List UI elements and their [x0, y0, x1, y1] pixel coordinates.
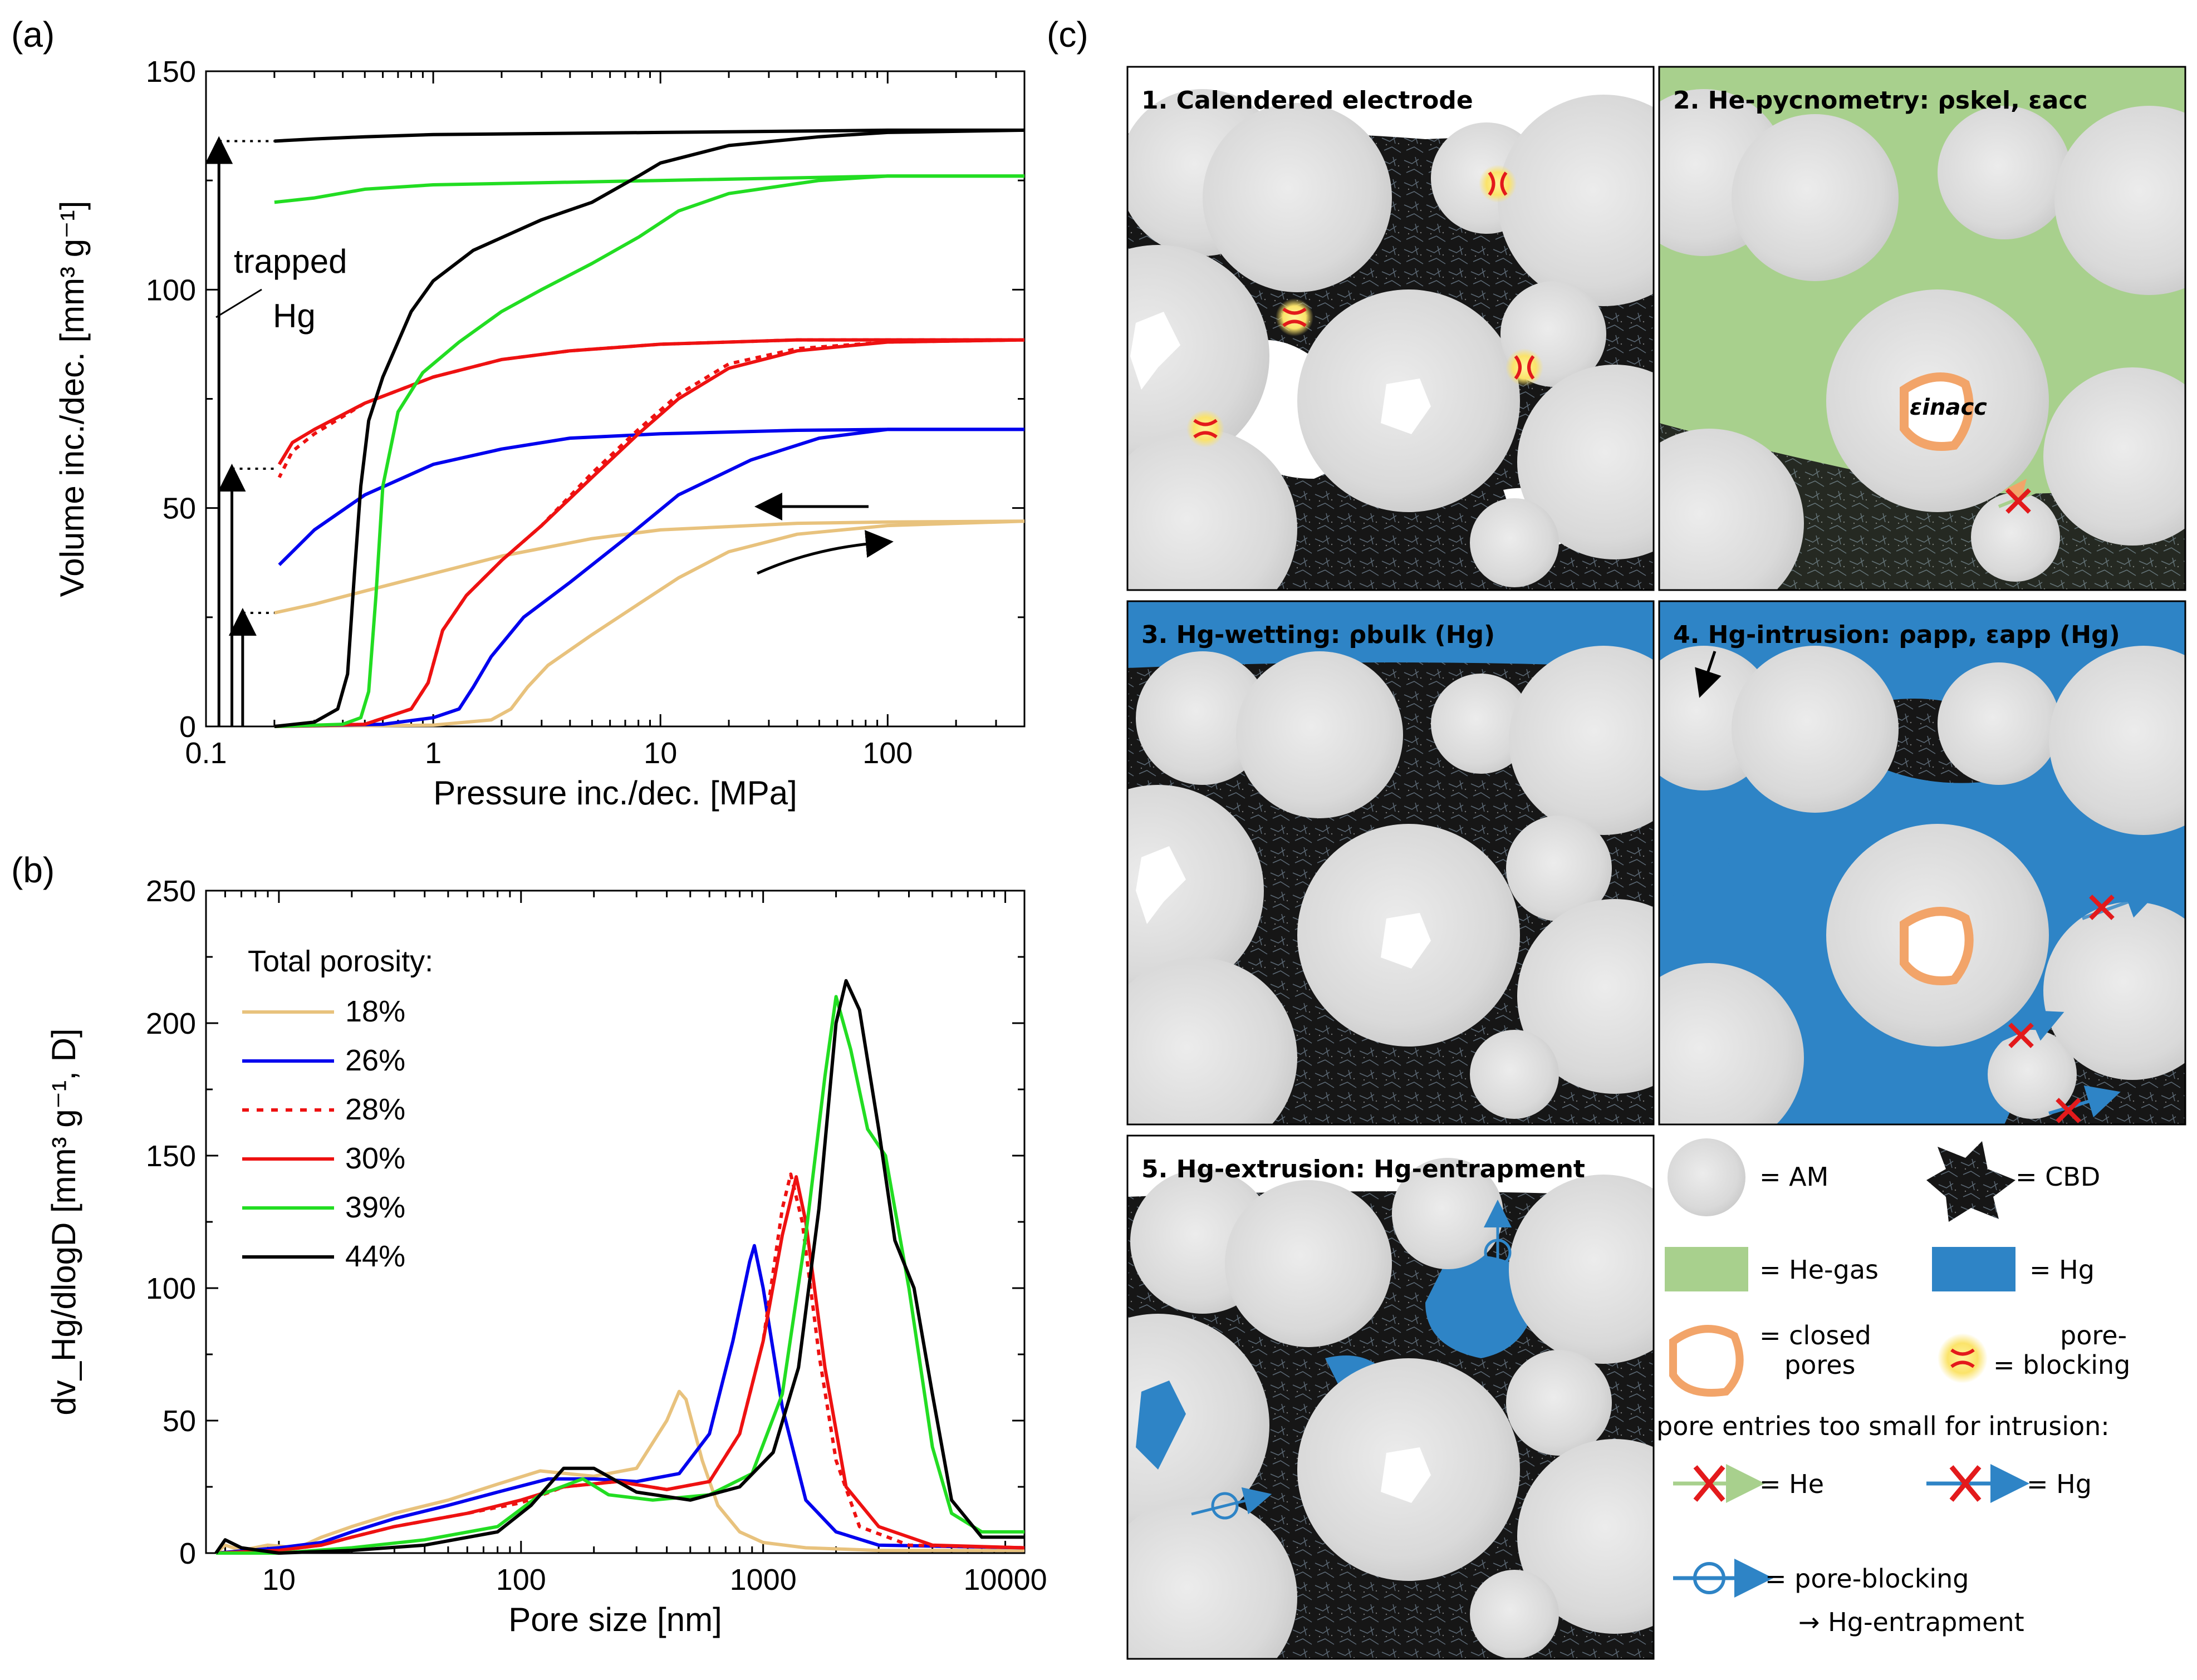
legend-hg: = Hg: [2029, 1255, 2095, 1285]
box-2-title: 2. He-pycnometry: ρskel, εacc: [1673, 86, 2087, 115]
legend-cbd: = CBD: [2015, 1162, 2100, 1192]
y-tick-label-a: 50: [163, 492, 196, 525]
legend-blocking-2: = blocking: [1993, 1350, 2130, 1380]
panel-b-label: (b): [11, 850, 55, 890]
panel-a-label: (a): [11, 14, 55, 55]
trapped-hg-label-2: Hg: [273, 297, 316, 335]
legend-entries: pore entries too small for intrusion:: [1656, 1411, 2110, 1441]
schematic-box-5: 5. Hg-extrusion: Hg-entrapment: [1126, 1134, 1655, 1660]
schematic-box-1: 1. Calendered electrode: [1126, 66, 1655, 591]
y-tick-label-a: 150: [146, 55, 196, 89]
legend-he-gas: = He-gas: [1759, 1255, 1879, 1285]
series-intrusion-a: [274, 338, 1025, 728]
box-5-title: 5. Hg-extrusion: Hg-entrapment: [1141, 1155, 1585, 1183]
legend-entry: 30%: [345, 1142, 405, 1175]
legend-entry: 28%: [345, 1093, 405, 1126]
hg-blocked-swatch: [1926, 1464, 2029, 1503]
trapped-hg-leader: [215, 288, 262, 318]
entrapment-icon-box5-a: [1484, 1200, 1512, 1280]
series-line-b: [215, 1244, 1025, 1555]
legend-am: = AM: [1759, 1162, 1828, 1192]
legend-entry: 26%: [345, 1044, 405, 1077]
plot-frame-a: [205, 70, 1026, 728]
legend-entry: 44%: [345, 1240, 405, 1273]
series-intrusion-a: [274, 128, 1025, 728]
box-3-title: 3. Hg-wetting: ρbulk (Hg): [1141, 621, 1495, 649]
closed-pores-swatch: [1669, 1325, 1744, 1397]
schematic-box-2: εinacc 2. He-pycnometry: ρskel, εacc: [1658, 66, 2186, 591]
schematic-box-4: 4. Hg-intrusion: ρapp, εapp (Hg): [1658, 600, 2186, 1126]
schematic-box-3: 3. Hg-wetting: ρbulk (Hg): [1126, 600, 1655, 1126]
epsilon-inacc-label: εinacc: [1910, 395, 1987, 420]
x-tick-label-a: 0.1: [185, 736, 227, 770]
y-tick-label-b: 0: [179, 1537, 196, 1570]
y-tick-label-b: 150: [146, 1139, 196, 1173]
y-tick-label-a: 100: [146, 273, 196, 307]
legend-he: = He: [1759, 1469, 1824, 1499]
series-intrusion-a: [274, 174, 1024, 728]
he-blocked-swatch: [1673, 1464, 1765, 1503]
hg-blocked-icon-box4-b: [1998, 1010, 2064, 1048]
series-line-b: [216, 995, 1024, 1555]
series-extrusion-a: [274, 174, 1024, 204]
y-axis-title-a: Volume inc./dec. [mm³ g⁻¹]: [53, 201, 91, 597]
plot-frame-b: [205, 890, 1026, 1554]
legend-entry: 39%: [345, 1191, 405, 1224]
y-tick-label-b: 250: [146, 875, 196, 908]
x-tick-label-a: 10: [644, 736, 677, 770]
series-extrusion-a: [274, 128, 1024, 143]
x-axis-title-a: Pressure inc./dec. [MPa]: [433, 774, 797, 812]
legend-title: Total porosity:: [248, 945, 433, 978]
he-blocked-icon-box2: [1998, 488, 2042, 514]
pore-blocking-entrapment-swatch: [1673, 1559, 1773, 1598]
cbd-swatch: [1926, 1141, 2015, 1222]
legend-entry: 18%: [345, 995, 405, 1028]
y-tick-label-b: 100: [146, 1272, 196, 1305]
series-extrusion-a: [278, 428, 1024, 566]
y-tick-label-a: 0: [179, 710, 196, 744]
series-extrusion-a: [274, 519, 1025, 615]
panel-c-label: (c): [1047, 14, 1088, 55]
series-intrusion-a: [274, 519, 1025, 728]
am-swatch: [1668, 1138, 1745, 1216]
legend-closed-1: = closed: [1759, 1320, 1871, 1350]
y-tick-label-b: 200: [146, 1007, 196, 1040]
chart-b: 10 100 1000 10000 0 50 100 150 200 250 Pore size […: [45, 875, 1047, 1638]
x-tick-label-a: 100: [862, 736, 913, 770]
y-axis-title-b: dv_Hg/dlogD [mm³ g⁻¹, D]: [45, 1028, 82, 1415]
legend-blocking-1: pore-: [2060, 1320, 2127, 1350]
hg-blocked-icon-box4-a: [2081, 886, 2160, 920]
hg-blocked-icon-box4-c: [2048, 1085, 2121, 1123]
entrapment-icon-box5-b: [1191, 1487, 1272, 1520]
schematic-legend: = AM = CBD = He-gas = Hg = closed pores …: [1656, 1138, 2130, 1637]
legend-closed-2: pores: [1784, 1350, 1856, 1380]
trapped-hg-label-1: trapped: [234, 243, 347, 280]
series-intrusion-a: [274, 338, 1025, 728]
series-extrusion-a: [277, 338, 1024, 479]
y-tick-label-b: 50: [163, 1404, 196, 1438]
x-tick-label-b: 10000: [963, 1563, 1047, 1597]
series-intrusion-a: [274, 428, 1024, 728]
intrusion-direction-arrow: [756, 530, 894, 575]
legend-entrap-2: → Hg-entrapment: [1798, 1607, 2024, 1637]
pore-blocking-swatch: [1938, 1333, 1988, 1383]
he-gas-swatch: [1665, 1247, 1748, 1291]
legend-entrap-1: = pore-blocking: [1765, 1564, 1969, 1594]
x-tick-label-a: 1: [425, 736, 442, 770]
chart-a: 0.1 1 10 100 0 50 100 150 Pressure inc./dec. [MP…: [53, 55, 1026, 812]
legend-hg-2: = Hg: [2027, 1469, 2092, 1499]
series-line-b: [215, 1175, 1025, 1555]
x-tick-label-b: 100: [496, 1563, 546, 1597]
x-axis-title-b: Pore size [nm]: [508, 1601, 722, 1638]
box-1-title: 1. Calendered electrode: [1141, 86, 1473, 115]
x-tick-label-b: 10: [262, 1563, 296, 1597]
series-line-b: [215, 1389, 1024, 1555]
x-tick-label-b: 1000: [730, 1563, 797, 1597]
series-line-b: [214, 979, 1024, 1555]
hg-swatch: [1932, 1247, 2015, 1291]
box-4-title: 4. Hg-intrusion: ρapp, εapp (Hg): [1673, 621, 2120, 649]
